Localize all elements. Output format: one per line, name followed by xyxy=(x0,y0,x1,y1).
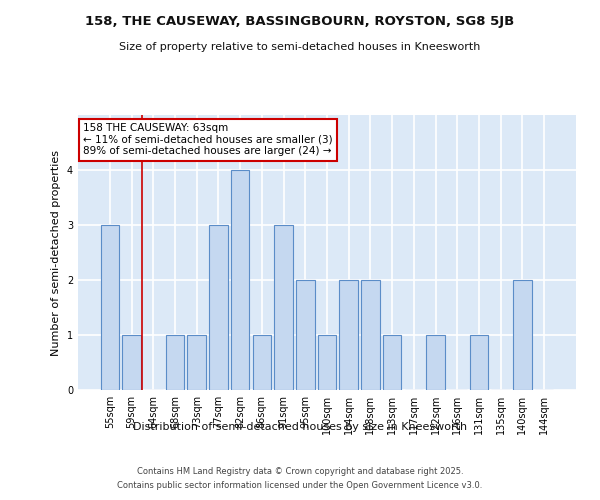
Bar xyxy=(470,335,488,390)
Text: Size of property relative to semi-detached houses in Kneesworth: Size of property relative to semi-detach… xyxy=(119,42,481,52)
Bar xyxy=(166,335,184,390)
Text: 158 THE CAUSEWAY: 63sqm
← 11% of semi-detached houses are smaller (3)
89% of sem: 158 THE CAUSEWAY: 63sqm ← 11% of semi-de… xyxy=(83,123,332,156)
Bar xyxy=(427,335,445,390)
Bar xyxy=(209,225,227,390)
Bar xyxy=(253,335,271,390)
Bar xyxy=(361,280,380,390)
Y-axis label: Number of semi-detached properties: Number of semi-detached properties xyxy=(52,150,61,356)
Bar xyxy=(296,280,314,390)
Text: Contains public sector information licensed under the Open Government Licence v3: Contains public sector information licen… xyxy=(118,481,482,490)
Bar xyxy=(274,225,293,390)
Bar xyxy=(231,170,250,390)
Text: 158, THE CAUSEWAY, BASSINGBOURN, ROYSTON, SG8 5JB: 158, THE CAUSEWAY, BASSINGBOURN, ROYSTON… xyxy=(85,15,515,28)
Bar xyxy=(340,280,358,390)
Bar xyxy=(101,225,119,390)
Bar xyxy=(122,335,141,390)
Text: Distribution of semi-detached houses by size in Kneesworth: Distribution of semi-detached houses by … xyxy=(133,422,467,432)
Text: Contains HM Land Registry data © Crown copyright and database right 2025.: Contains HM Land Registry data © Crown c… xyxy=(137,468,463,476)
Bar xyxy=(187,335,206,390)
Bar xyxy=(513,280,532,390)
Bar xyxy=(383,335,401,390)
Bar xyxy=(318,335,336,390)
